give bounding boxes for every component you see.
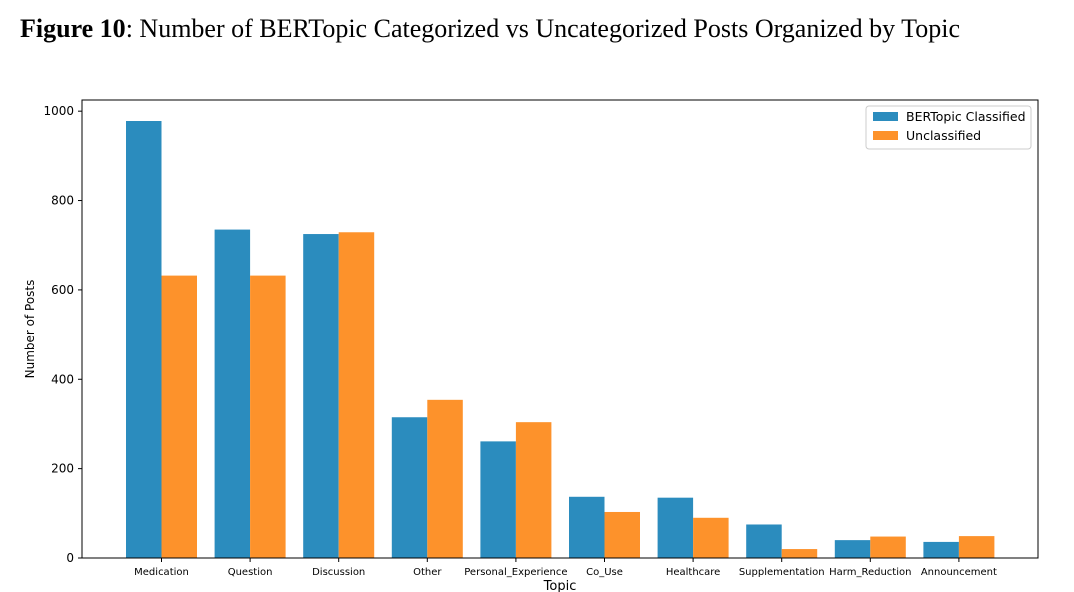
y-tick-label: 600 <box>51 283 74 297</box>
bar-harm-reduction-classified <box>834 540 871 558</box>
bar-co-use-classified <box>569 496 605 558</box>
legend-swatch <box>873 112 898 121</box>
bar-healthcare-classified <box>657 497 694 558</box>
x-tick-label: Supplementation <box>739 567 825 578</box>
bar-supplementation-classified <box>746 524 782 558</box>
x-tick-label: Healthcare <box>666 567 721 578</box>
x-axis: Medication Question Discussion Other Persona… <box>134 558 997 578</box>
x-tick-label: Co_Use <box>586 567 623 578</box>
bar-discussion-unclassified <box>338 232 375 558</box>
y-tick-label: 400 <box>51 372 74 386</box>
legend: BERTopic Classified Unclassified <box>865 105 1032 150</box>
x-tick-label: Announcement <box>921 567 997 578</box>
bar-other-unclassified <box>427 399 463 558</box>
bar-announcement-classified <box>923 541 959 558</box>
figure-label: Figure 10 <box>20 14 126 43</box>
bar-question-unclassified <box>250 275 286 558</box>
legend-swatch <box>873 131 898 140</box>
bar-personal-experience-classified <box>480 441 516 558</box>
y-tick-label: 200 <box>51 462 74 476</box>
bar-co-use-unclassified <box>604 511 640 558</box>
bar-announcement-unclassified <box>958 536 995 558</box>
y-axis: 0 200 400 600 800 1000 <box>43 104 82 565</box>
bar-medication-unclassified <box>161 275 197 558</box>
y-tick-label: 0 <box>66 551 74 565</box>
figure-caption-text: : Number of BERTopic Categorized vs Unca… <box>125 14 960 43</box>
bar-other-classified <box>391 417 428 558</box>
x-tick-label: Other <box>413 567 442 578</box>
y-tick-label: 800 <box>51 194 74 208</box>
figure-caption: Figure 10: Number of BERTopic Categorize… <box>20 14 960 44</box>
bars-layer <box>126 121 995 559</box>
bar-supplementation-unclassified <box>781 549 818 558</box>
x-tick-label: Harm_Reduction <box>829 567 911 578</box>
legend-box <box>865 105 1032 150</box>
bar-personal-experience-unclassified <box>515 422 552 558</box>
bar-discussion-classified <box>303 234 339 559</box>
bar-harm-reduction-unclassified <box>870 536 906 558</box>
legend-label: BERTopic Classified <box>906 109 1026 124</box>
bar-healthcare-unclassified <box>693 517 729 558</box>
bar-question-classified <box>214 229 251 558</box>
x-tick-label: Medication <box>134 567 189 578</box>
legend-label: Unclassified <box>906 128 981 143</box>
y-tick-label: 1000 <box>43 104 74 118</box>
plot-frame <box>81 99 1039 559</box>
x-axis-title: Topic <box>543 579 577 592</box>
bar-medication-classified <box>126 121 162 558</box>
x-tick-label: Personal_Experience <box>464 567 567 578</box>
x-tick-label: Discussion <box>312 567 365 578</box>
x-tick-label: Question <box>228 567 273 578</box>
y-axis-title: Number of Posts <box>23 280 37 379</box>
